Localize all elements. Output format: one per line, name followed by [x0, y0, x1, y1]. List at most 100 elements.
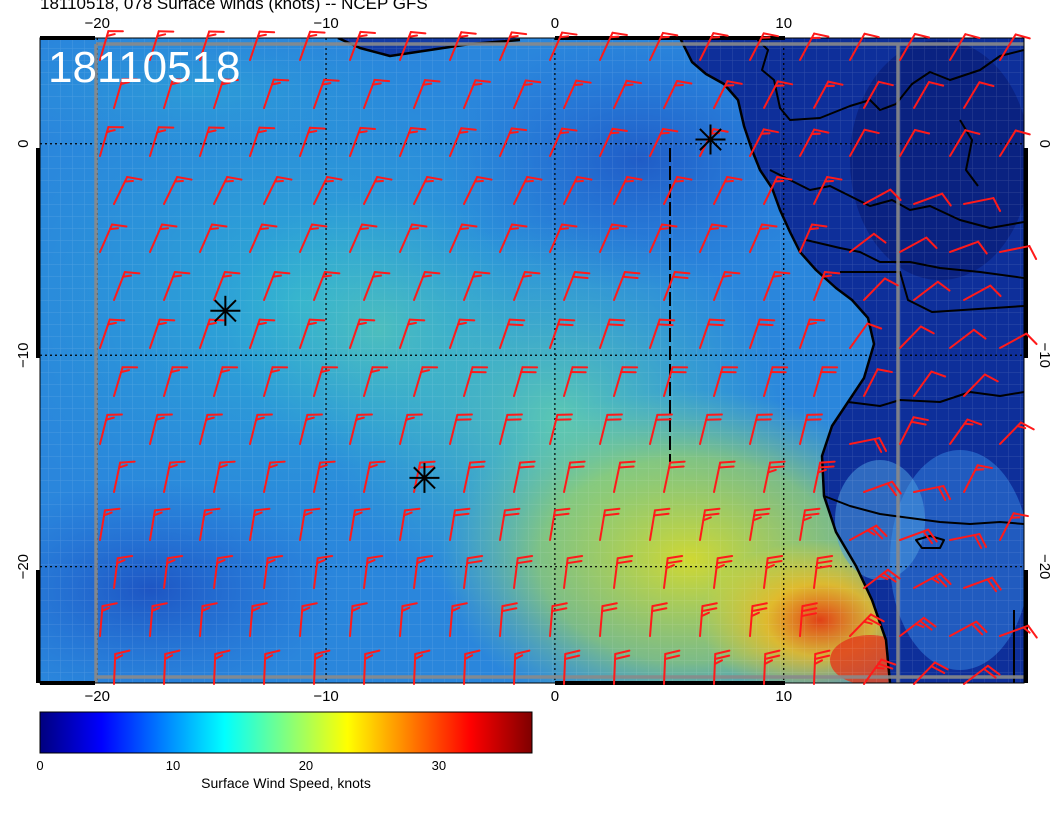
- wind-barb: [949, 33, 981, 61]
- wind-barb: [249, 223, 278, 253]
- wind-barb: [513, 271, 541, 301]
- wind-barb: [713, 366, 739, 397]
- wind-barb: [449, 507, 471, 541]
- wind-barb: [799, 507, 821, 541]
- wind-barb: [499, 127, 528, 157]
- wind-barb: [313, 554, 334, 589]
- wind-barb: [549, 31, 578, 61]
- wind-barb: [949, 533, 988, 549]
- wind-barb: [299, 318, 326, 349]
- wind-barb: [813, 80, 844, 109]
- wind-barb: [363, 271, 391, 301]
- lon-tick-label-bottom: −10: [313, 688, 338, 705]
- wind-barb: [463, 176, 493, 205]
- wind-barb: [899, 528, 938, 545]
- wind-barb: [763, 80, 794, 109]
- wind-barb: [113, 460, 136, 493]
- wind-barb: [413, 554, 434, 589]
- wind-barb: [313, 271, 341, 301]
- wind-barb: [363, 554, 384, 589]
- wind-barb: [99, 30, 124, 61]
- wind-barb: [413, 649, 431, 685]
- wind-barb: [749, 128, 780, 157]
- wind-barb: [999, 332, 1038, 349]
- wind-barb: [949, 328, 987, 349]
- wind-barb: [549, 602, 568, 637]
- wind-barb: [463, 554, 484, 589]
- wind-barb: [949, 240, 988, 255]
- wind-barb: [849, 524, 888, 541]
- wind-barb: [149, 318, 176, 349]
- wind-barb: [249, 413, 273, 445]
- wind-barb: [449, 31, 477, 61]
- wind-barb: [613, 79, 643, 109]
- lon-tick-label-bottom: 0: [551, 688, 559, 705]
- wind-barb: [663, 79, 693, 109]
- wind-barb: [763, 649, 781, 685]
- wind-barb: [613, 554, 634, 589]
- region-boxes: [94, 42, 1024, 683]
- wind-barb: [199, 223, 228, 253]
- wind-barb: [599, 318, 626, 349]
- wind-barb: [349, 318, 376, 349]
- wind-barb: [213, 176, 243, 205]
- wind-barb: [663, 460, 686, 493]
- wind-barb: [449, 223, 478, 253]
- wind-barb: [963, 284, 1002, 301]
- wind-barb: [199, 507, 221, 541]
- wind-barbs: [99, 30, 1038, 685]
- wind-barb: [949, 129, 981, 157]
- wind-barb: [499, 602, 518, 637]
- wind-barb: [499, 31, 528, 61]
- colorbar-tick-label: 20: [298, 758, 314, 773]
- wind-barb: [713, 460, 736, 493]
- wind-barb: [913, 370, 947, 397]
- wind-barb: [213, 460, 236, 493]
- wind-barb: [163, 78, 189, 109]
- wind-barb: [399, 602, 418, 637]
- wind-barb: [913, 485, 952, 501]
- wind-barb: [363, 649, 381, 685]
- wind-barb: [749, 223, 778, 253]
- graticule: [40, 38, 1024, 683]
- wind-barb: [899, 236, 938, 253]
- wind-barb: [163, 366, 189, 397]
- wind-barb: [999, 421, 1035, 445]
- wind-barb: [799, 128, 830, 157]
- wind-barb: [749, 507, 771, 541]
- wind-barb: [313, 176, 343, 205]
- wind-barb: [299, 223, 328, 253]
- wind-barb: [863, 80, 894, 109]
- wind-barb: [763, 176, 793, 205]
- wind-barb: [213, 649, 231, 685]
- wind-barb: [113, 554, 134, 589]
- wind-barb: [549, 127, 578, 157]
- wind-barb: [963, 464, 993, 493]
- wind-barb: [613, 366, 639, 397]
- wind-barb: [263, 460, 286, 493]
- wind-barb: [313, 460, 336, 493]
- wind-barb: [749, 413, 773, 445]
- wind-barb: [563, 554, 584, 589]
- wind-barb: [999, 624, 1038, 639]
- wind-barb: [749, 32, 780, 61]
- wind-barb: [363, 176, 393, 205]
- wind-barb: [699, 413, 723, 445]
- wind-barb: [599, 31, 628, 61]
- wind-barb: [249, 507, 271, 541]
- lat-tick-label-right: −20: [1036, 554, 1053, 579]
- wind-barb: [163, 271, 191, 301]
- lat-tick-label-left: −20: [15, 554, 32, 579]
- wind-barb: [463, 79, 491, 109]
- wind-barb: [299, 30, 326, 61]
- wind-barb: [799, 32, 830, 61]
- wind-barb: [863, 277, 899, 301]
- wind-barb: [813, 460, 836, 493]
- wind-barb: [499, 223, 528, 253]
- wind-barb: [849, 232, 887, 253]
- wind-barb: [263, 271, 291, 301]
- wind-barb: [99, 413, 123, 445]
- wind-barb: [99, 126, 124, 157]
- wind-barb: [799, 602, 818, 637]
